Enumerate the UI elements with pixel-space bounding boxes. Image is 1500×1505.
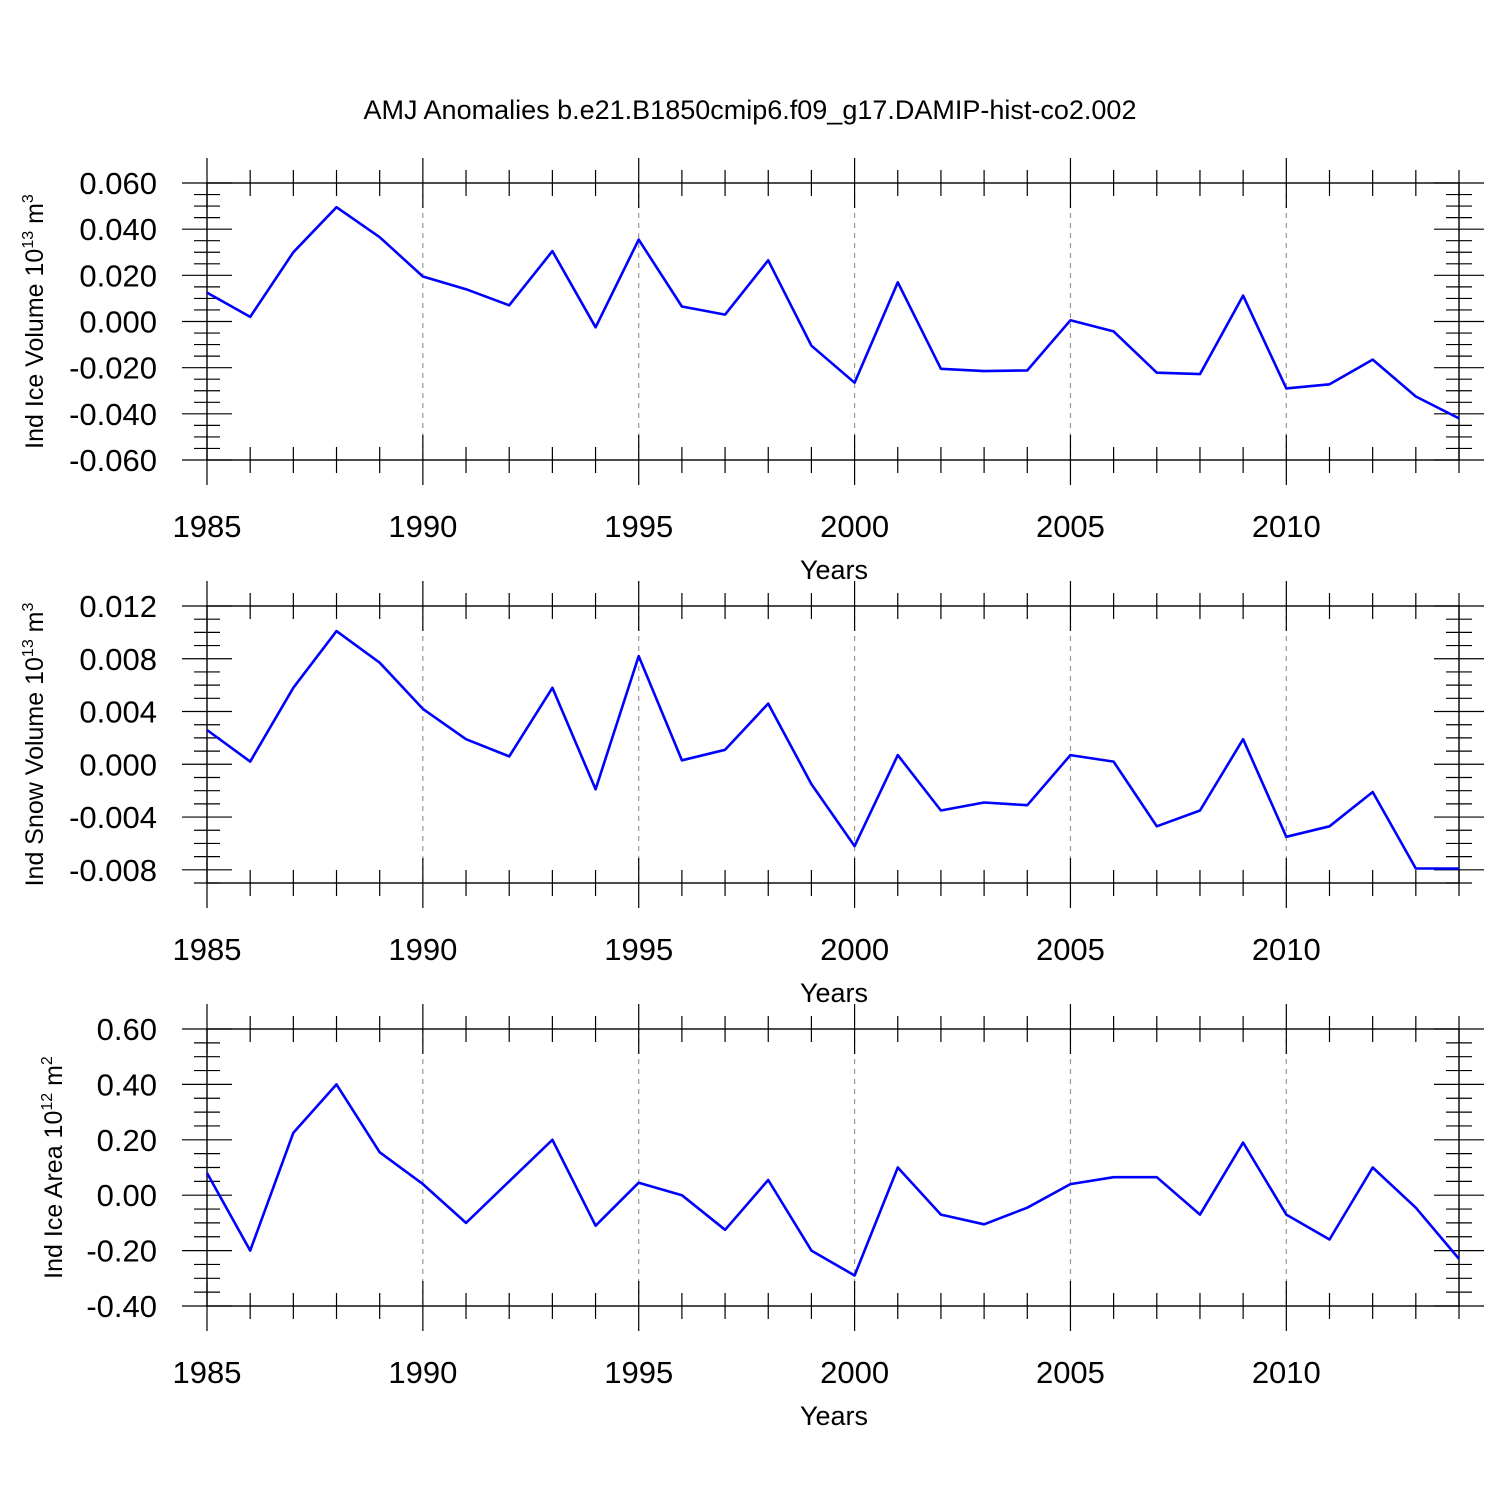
- chart-panel-2: 0.60 0.40 0.20 0.00 -0.20 -0.40 1985 1990 1995 20…: [39, 1004, 1484, 1431]
- x-tick-label-5: 2010: [1252, 1355, 1321, 1390]
- x-axis-label: Years: [800, 978, 868, 1008]
- y-axis-label-ylabel: Ind Snow Volume 10: [21, 657, 49, 886]
- y-tick-label-1: 0.40: [97, 1067, 157, 1102]
- x-tick-label-4: 2005: [1036, 1355, 1105, 1390]
- y-tick-label-3: 0.000: [79, 305, 157, 340]
- x-tick-label-0: 1985: [173, 932, 242, 967]
- y-tick-label-0: 0.60: [97, 1012, 157, 1047]
- x-tick-label-2: 1995: [604, 932, 673, 967]
- y-axis-label-ylabel: Ind Ice Volume 10: [21, 249, 49, 449]
- y-axis-label-ylabel-exp: 13: [20, 639, 37, 657]
- x-tick-label-0: 1985: [173, 1355, 242, 1390]
- series-line-0: [206, 629, 1459, 870]
- y-tick-label-6: -0.060: [69, 443, 157, 478]
- chart-panel-0: 0.060 0.040 0.020 0.000 -0.020 -0.040 -0.060 19…: [20, 158, 1484, 585]
- y-axis-label: Ind Snow Volume 1013 m3: [20, 603, 49, 887]
- y-tick-label-3: 0.000: [79, 747, 157, 782]
- x-tick-label-2: 1995: [604, 1355, 673, 1390]
- plot-frame: [206, 182, 1460, 461]
- x-axis-label: Years: [800, 555, 868, 585]
- y-tick-label-0: 0.060: [79, 166, 157, 201]
- y-axis-label: Ind Ice Volume 1013 m3: [20, 194, 49, 449]
- x-axis-label: Years: [800, 1401, 868, 1431]
- y-axis-label-ylabel-exp: 13: [20, 231, 37, 249]
- x-tick-label-5: 2010: [1252, 509, 1321, 544]
- y-tick-label-5: -0.040: [69, 397, 157, 432]
- y-axis-label-ylabel-unit: m: [40, 1065, 68, 1093]
- y-tick-label-2: 0.004: [79, 695, 157, 730]
- x-tick-label-1: 1990: [388, 1355, 457, 1390]
- x-tick-label-1: 1990: [388, 509, 457, 544]
- x-tick-label-2: 1995: [604, 509, 673, 544]
- y-axis-label-ylabel-unit: m: [21, 203, 49, 231]
- y-axis-label-ylabel-unit-exp: 3: [20, 194, 37, 203]
- y-tick-label-5: -0.40: [86, 1289, 157, 1324]
- y-tick-label-3: 0.00: [97, 1178, 157, 1213]
- x-tick-label-4: 2005: [1036, 932, 1105, 967]
- panels: 0.060 0.040 0.020 0.000 -0.020 -0.040 -0.060 19…: [20, 158, 1484, 1431]
- figure-title: AMJ Anomalies b.e21.B1850cmip6.f09_g17.D…: [364, 95, 1137, 125]
- y-tick-label-1: 0.040: [79, 212, 157, 247]
- x-tick-label-1: 1990: [388, 932, 457, 967]
- y-tick-label-2: 0.020: [79, 258, 157, 293]
- x-tick-label-5: 2010: [1252, 932, 1321, 967]
- x-tick-label-4: 2005: [1036, 509, 1105, 544]
- series-line-0: [206, 205, 1460, 420]
- y-tick-label-4: -0.004: [69, 800, 157, 835]
- y-axis-label-ylabel-unit-exp: 3: [20, 603, 37, 612]
- y-axis-label-ylabel: Ind Ice Area 10: [40, 1111, 68, 1279]
- y-axis-label: Ind Ice Area 1012 m2: [39, 1056, 68, 1279]
- y-tick-label-4: -0.20: [86, 1234, 157, 1269]
- y-tick-label-4: -0.020: [69, 351, 157, 386]
- x-tick-label-0: 1985: [173, 509, 242, 544]
- x-tick-label-3: 2000: [820, 509, 889, 544]
- y-axis-label-ylabel-exp: 12: [39, 1093, 56, 1111]
- x-tick-label-3: 2000: [820, 932, 889, 967]
- series-line-0: [205, 1083, 1460, 1277]
- chart-panel-1: 0.012 0.008 0.004 0.000 -0.004 -0.008 1985 1990…: [20, 581, 1484, 1008]
- y-tick-label-1: 0.008: [79, 642, 157, 677]
- plot-frame: [206, 605, 1460, 884]
- x-tick-label-3: 2000: [820, 1355, 889, 1390]
- y-axis-label-ylabel-unit: m: [21, 612, 49, 640]
- y-tick-label-2: 0.20: [97, 1123, 157, 1158]
- y-tick-label-5: -0.008: [69, 853, 157, 888]
- y-tick-label-0: 0.012: [79, 589, 157, 624]
- y-axis-label-ylabel-unit-exp: 2: [39, 1056, 56, 1065]
